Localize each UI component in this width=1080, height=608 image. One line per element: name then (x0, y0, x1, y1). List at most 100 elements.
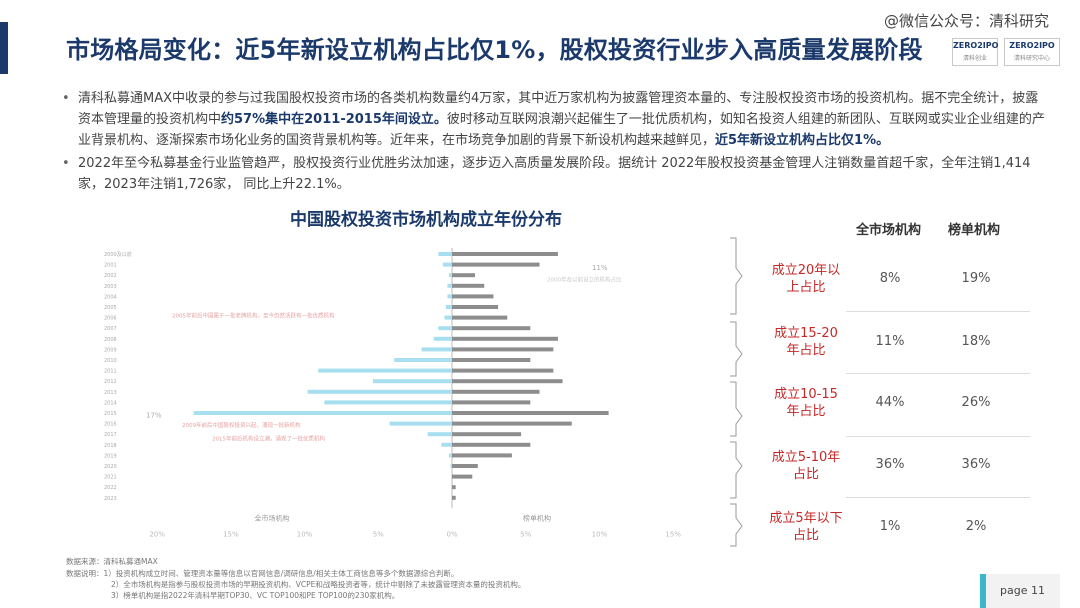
butterfly-bar-chart: 2000及以前 2001 2002 2003 2004 2005 2006 2007 2008 2… (104, 248, 740, 538)
bar-list-institution (452, 347, 554, 352)
bar-list-institution (452, 421, 572, 426)
y-tick-label: 2023 (104, 496, 117, 502)
y-tick-label: 2003 (104, 284, 117, 290)
data-note: 数据说明：1）投资机构成立时间、管理资本量等信息以官网信息/调研信息/相关主体工… (66, 569, 459, 578)
bullet-paragraph-1: • 清科私募通MAX中收录的参与过我国股权投资市场的各类机构数量约4万家，其中近… (58, 88, 1048, 151)
bar-list-institution (452, 358, 531, 362)
table-divider (846, 373, 1030, 374)
y-tick-label: 2000及以前 (104, 251, 132, 258)
bar-all-market (438, 252, 452, 256)
y-tick-label: 2008 (104, 337, 117, 343)
bullet-bold-a: 约57%集中在2011-2015年间设立。 (221, 112, 447, 127)
bar-list-institution (452, 262, 540, 267)
bar-all-market (445, 305, 452, 309)
y-tick-label: 2020 (104, 464, 117, 470)
chart-annotation: 2015年前后机构设立潮，涌现了一批优质机构 (212, 435, 325, 443)
row-value-list: 36% (961, 457, 991, 472)
research-center-logo: ZERO2IPO 清科研究中心 (1004, 38, 1060, 66)
page-accent-bar (980, 574, 986, 608)
bullet-dot: • (62, 91, 70, 106)
bar-list-institution (452, 442, 531, 447)
bar-all-market (450, 464, 452, 468)
data-label: 11% (592, 264, 608, 272)
logo-subtext: 清科研究中心 (1013, 55, 1050, 62)
table-divider (846, 436, 1030, 437)
x-tick-label: 15% (665, 530, 681, 538)
column-header-list: 榜单机构 (948, 223, 1001, 238)
bar-list-institution (452, 400, 531, 405)
row-label-20plus: 成立20年以上占比 (771, 263, 841, 295)
y-tick-label: 2005 (104, 305, 117, 311)
chart-annotation: 2005年前后中国属于一批老牌机构，至今仍然活跃有一批优质机构 (172, 312, 335, 320)
bar-all-market (421, 347, 452, 352)
bar-list-institution (452, 411, 609, 415)
chart-annotation: 2000年及以前设立的机构占比 (547, 276, 622, 284)
bar-all-market (447, 294, 452, 299)
chart-title: 中国股权投资市场机构成立年份分布 (290, 210, 562, 230)
data-label: 17% (146, 411, 162, 419)
y-tick-label: 2018 (104, 443, 117, 449)
data-note: 3）榜单机构是指2022年清科早期TOP30、VC TOP100和PE TOP1… (111, 591, 400, 600)
bullet-text: 清科私募通MAX中收录的参与过我国股权投资市场的各类机构数量约4万家，其中近万家… (78, 88, 1048, 151)
y-tick-label: 2001 (104, 263, 117, 269)
y-tick-label: 2019 (104, 453, 117, 459)
bracket (730, 381, 743, 437)
row-value-list: 2% (965, 519, 987, 534)
bar-all-market (193, 411, 452, 415)
bar-list-institution (452, 252, 558, 256)
y-tick-label: 2022 (104, 485, 117, 491)
series-label-list: 榜单机构 (523, 513, 551, 522)
bar-all-market (448, 453, 452, 458)
y-tick-label: 2002 (104, 273, 117, 279)
row-value-all: 8% (879, 271, 901, 286)
x-tick-label: 20% (739, 530, 740, 538)
bullet-text-b: 彼时移动互联网浪潮兴起催生了一批优质机构，如知名投资人组建的新团队、互联网或实业… (78, 112, 1045, 148)
bar-all-market (427, 432, 452, 437)
x-tick-label: 15% (223, 530, 239, 538)
logo-subtext: 清科创业 (962, 55, 987, 62)
bullet-text-a: 清科私募通MAX中收录的参与过我国股权投资市场的各类机构数量约4万家，其中近万家… (78, 91, 1039, 127)
y-tick-label: 2021 (104, 475, 117, 481)
page-title: 市场格局变化：近5年新设立机构占比仅1%，股权投资行业步入高质量发展阶段 (66, 36, 923, 64)
bar-list-institution (452, 315, 508, 320)
bar-list-institution (452, 464, 478, 468)
y-tick-label: 2010 (104, 358, 117, 364)
row-value-all: 36% (875, 457, 905, 472)
bullet-bold-b: 近5年新设立机构占比仅1%。 (715, 133, 890, 148)
bracket (730, 321, 743, 377)
bar-all-market (441, 442, 452, 447)
title-accent-bar (0, 22, 8, 74)
row-value-all: 1% (879, 519, 901, 534)
table-divider (846, 311, 1030, 312)
bar-all-market (438, 326, 452, 331)
y-tick-label: 2006 (104, 316, 117, 322)
x-tick-label: 10% (297, 530, 313, 538)
bar-list-institution (452, 474, 473, 479)
bar-all-market (389, 421, 452, 426)
row-value-list: 19% (961, 271, 991, 286)
data-note: 2）全市场机构是指参与股权投资市场的早期投资机构、VCPE和战略投资者等，统计中… (111, 580, 526, 589)
bar-list-institution (452, 432, 522, 437)
bar-list-institution (452, 294, 494, 299)
y-tick-label: 2011 (104, 369, 117, 375)
row-label-15-20: 成立15-20年占比 (774, 326, 838, 358)
y-tick-label: 2007 (104, 326, 117, 332)
page-number: page 11 (1000, 584, 1045, 597)
y-tick-label: 2014 (104, 400, 117, 406)
y-tick-label: 2015 (104, 411, 117, 417)
y-tick-label: 2004 (104, 294, 117, 300)
bar-all-market (307, 389, 452, 394)
watermark: @微信公众号：清科研究 (884, 12, 1050, 30)
bar-list-institution (452, 305, 499, 309)
row-value-list: 18% (961, 334, 991, 349)
bar-list-institution (452, 336, 558, 341)
logo-text: ZERO2IPO (953, 41, 999, 50)
bar-all-market (372, 379, 452, 384)
x-tick-label: 5% (520, 530, 531, 538)
chart-annotation: 2009年前后中国股权投资兴起，涌现一批新机构 (182, 421, 301, 429)
bracket-group (730, 237, 743, 547)
row-value-all: 11% (875, 334, 905, 349)
bracket (730, 503, 743, 547)
bar-all-market (433, 336, 452, 341)
bar-list-institution (452, 453, 512, 458)
